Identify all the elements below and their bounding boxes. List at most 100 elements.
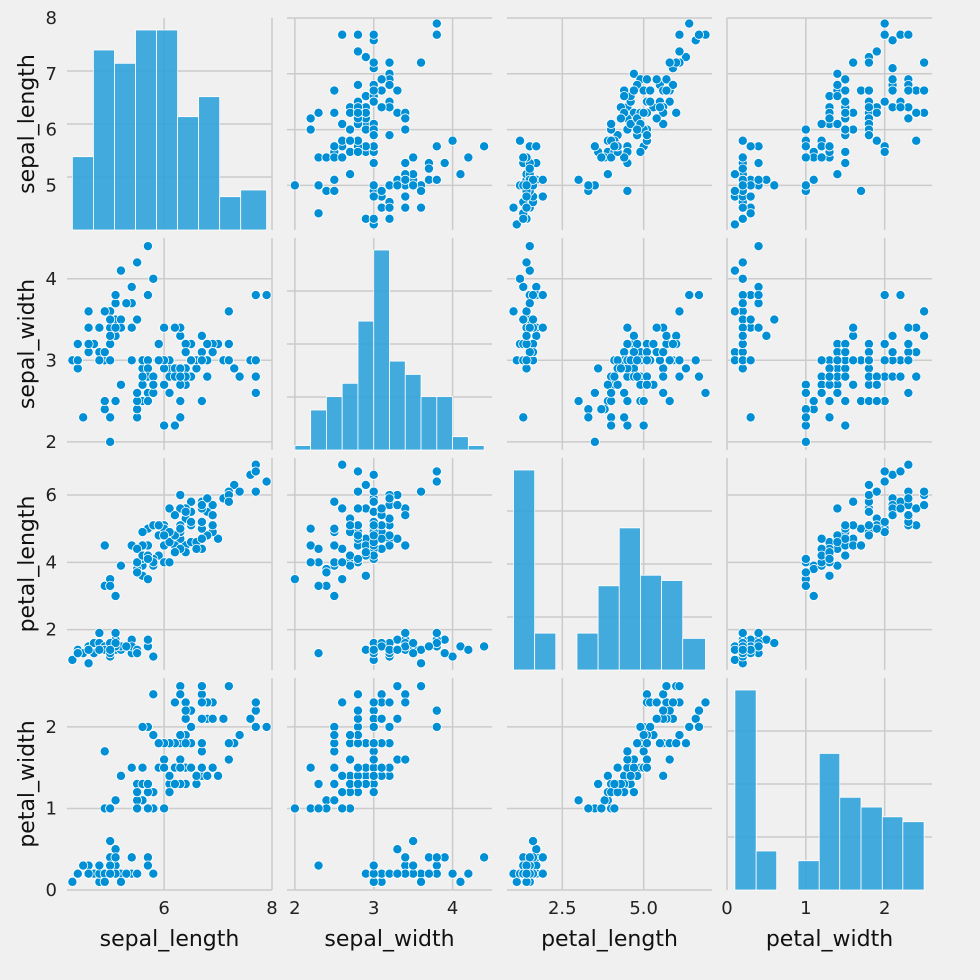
- scatter-point: [824, 371, 835, 382]
- scatter-point: [368, 191, 379, 202]
- scatter-point: [887, 347, 898, 358]
- scatter-point: [463, 868, 474, 879]
- scatter-point: [352, 466, 363, 477]
- scatter-point: [384, 493, 395, 504]
- scatter-point: [142, 396, 153, 407]
- scatter-point: [684, 18, 695, 29]
- scatter-point: [700, 697, 711, 708]
- scatter-point: [223, 681, 234, 692]
- scatter-point: [164, 770, 175, 781]
- scatter-point: [879, 18, 890, 29]
- scatter-point: [531, 141, 542, 152]
- histogram-bar: [135, 29, 157, 231]
- scatter-point: [345, 124, 356, 135]
- x-axis-label-petal_length: petal_length: [541, 927, 678, 952]
- scatter-point: [368, 787, 379, 798]
- scatter-point: [313, 208, 324, 219]
- scatter-point: [537, 191, 548, 202]
- scatter-point: [521, 330, 532, 341]
- scatter-point: [78, 860, 89, 871]
- scatter-point: [392, 844, 403, 855]
- scatter-point: [368, 29, 379, 40]
- scatter-point: [368, 57, 379, 68]
- scatter-point: [234, 486, 245, 497]
- scatter-point: [72, 355, 83, 366]
- scatter-point: [376, 713, 387, 724]
- scatter-point: [94, 322, 105, 333]
- scatter-point: [207, 762, 218, 773]
- histogram-bar: [341, 382, 359, 451]
- scatter-point: [832, 91, 843, 102]
- scatter-point: [110, 795, 121, 806]
- scatter-point: [524, 163, 535, 174]
- scatter-point: [745, 355, 756, 366]
- scatter-point: [769, 314, 780, 325]
- scatter-point: [400, 113, 411, 124]
- scatter-point: [368, 644, 379, 655]
- histogram-bar: [513, 469, 536, 671]
- scatter-point: [213, 533, 224, 544]
- scatter-point: [606, 119, 617, 130]
- scatter-point: [832, 537, 843, 548]
- scatter-point: [895, 102, 906, 113]
- y-tick-label: 6: [46, 120, 57, 141]
- scatter-point: [737, 213, 748, 224]
- panel-sepal_length-vs-sepal_width: [287, 17, 492, 230]
- scatter-point: [329, 540, 340, 551]
- histogram-bar: [467, 445, 485, 451]
- scatter-point: [126, 762, 137, 773]
- scatter-point: [142, 290, 153, 301]
- scatter-point: [753, 322, 764, 333]
- scatter-point: [67, 876, 78, 887]
- scatter-point: [175, 689, 186, 700]
- scatter-point: [439, 158, 450, 169]
- scatter-point: [329, 730, 340, 741]
- scatter-point: [596, 152, 607, 163]
- scatter-point: [887, 330, 898, 341]
- scatter-point: [202, 371, 213, 382]
- scatter-point: [632, 355, 643, 366]
- scatter-point: [661, 85, 672, 96]
- scatter-point: [919, 330, 930, 341]
- scatter-point: [808, 590, 819, 601]
- scatter-point: [105, 355, 116, 366]
- scatter-point: [132, 787, 143, 798]
- scatter-point: [132, 803, 143, 814]
- scatter-point: [871, 379, 882, 390]
- scatter-point: [439, 648, 450, 659]
- scatter-point: [737, 644, 748, 655]
- scatter-point: [105, 412, 116, 423]
- scatter-point: [376, 503, 387, 514]
- scatter-point: [911, 107, 922, 118]
- scatter-point: [667, 338, 678, 349]
- scatter-point: [632, 371, 643, 382]
- y-tick-label: 2: [46, 717, 57, 738]
- scatter-point: [186, 355, 197, 366]
- scatter-point: [573, 795, 584, 806]
- scatter-point: [261, 476, 272, 487]
- scatter-point: [753, 241, 764, 252]
- scatter-point: [99, 540, 110, 551]
- scatter-point: [848, 355, 859, 366]
- scatter-point: [83, 338, 94, 349]
- scatter-point: [431, 852, 442, 863]
- scatter-point: [887, 74, 898, 85]
- scatter-point: [455, 876, 466, 887]
- scatter-point: [196, 738, 207, 749]
- scatter-point: [416, 486, 427, 497]
- y-tick-label: 4: [46, 269, 57, 290]
- scatter-point: [164, 387, 175, 398]
- scatter-point: [83, 322, 94, 333]
- panel-sepal_width-vs-petal_width: [726, 238, 932, 450]
- scatter-point: [99, 347, 110, 358]
- scatter-point: [305, 124, 316, 135]
- scatter-point: [684, 290, 695, 301]
- scatter-point: [169, 779, 180, 790]
- scatter-point: [800, 387, 811, 398]
- x-axis-label-petal_width: petal_width: [766, 927, 893, 952]
- scatter-point: [661, 330, 672, 341]
- labels-layer: 5 6 7 8 sepal_length 2 3 4 sepal_width 2 4 6 petal_l…: [15, 8, 893, 952]
- scatter-point: [524, 298, 535, 309]
- scatter-point: [645, 96, 656, 107]
- scatter-point: [840, 124, 851, 135]
